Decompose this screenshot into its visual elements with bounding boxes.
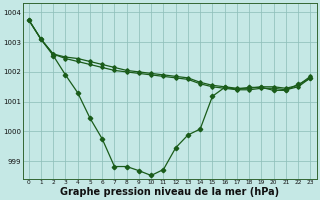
X-axis label: Graphe pression niveau de la mer (hPa): Graphe pression niveau de la mer (hPa) <box>60 187 279 197</box>
